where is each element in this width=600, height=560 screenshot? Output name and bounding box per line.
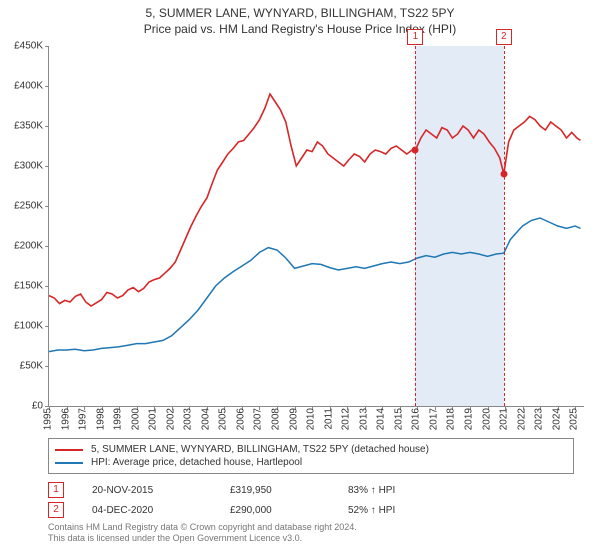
xtick-label: 2007 <box>253 408 264 430</box>
xtick-label: 2015 <box>393 408 404 430</box>
sale-marker-1: 1 <box>407 29 423 45</box>
ytick-mark <box>45 366 49 367</box>
legend-label: 5, SUMMER LANE, WYNYARD, BILLINGHAM, TS2… <box>91 444 429 455</box>
xtick-label: 2005 <box>218 408 229 430</box>
sale-row-marker: 2 <box>48 502 64 518</box>
xtick-label: 2010 <box>306 408 317 430</box>
figure: 5, SUMMER LANE, WYNYARD, BILLINGHAM, TS2… <box>0 0 600 560</box>
sale-marker-2: 2 <box>496 29 512 45</box>
xtick-label: 2013 <box>358 408 369 430</box>
footer-line-2: This data is licensed under the Open Gov… <box>48 533 357 544</box>
ytick-label: £300K <box>0 161 43 172</box>
sale-vline <box>415 46 416 406</box>
ytick-label: £50K <box>0 361 43 372</box>
ytick-mark <box>45 46 49 47</box>
series-hpi <box>49 218 581 352</box>
legend: 5, SUMMER LANE, WYNYARD, BILLINGHAM, TS2… <box>48 438 574 474</box>
xtick-label: 2001 <box>148 408 159 430</box>
xtick-label: 2018 <box>446 408 457 430</box>
footer: Contains HM Land Registry data © Crown c… <box>48 522 357 545</box>
sale-date: 04-DEC-2020 <box>92 505 202 516</box>
xtick-label: 2009 <box>288 408 299 430</box>
ytick-label: £100K <box>0 321 43 332</box>
xtick-label: 1995 <box>43 408 54 430</box>
ytick-mark <box>45 166 49 167</box>
sale-point <box>500 171 507 178</box>
xtick-label: 2008 <box>271 408 282 430</box>
legend-swatch <box>55 449 83 451</box>
sale-pct: 83% ↑ HPI <box>348 485 438 496</box>
sale-price: £290,000 <box>230 505 320 516</box>
sale-point <box>412 147 419 154</box>
legend-row: 5, SUMMER LANE, WYNYARD, BILLINGHAM, TS2… <box>55 443 567 456</box>
plot: 12 <box>48 46 584 407</box>
sale-row: 2 04-DEC-2020 £290,000 52% ↑ HPI <box>48 500 438 520</box>
xtick-label: 2016 <box>411 408 422 430</box>
ytick-label: £200K <box>0 241 43 252</box>
xtick-label: 2025 <box>569 408 580 430</box>
xtick-label: 2012 <box>341 408 352 430</box>
chart-area: 12 £0£50K£100K£150K£200K£250K£300K£350K£… <box>48 46 583 406</box>
xtick-label: 2023 <box>534 408 545 430</box>
footer-line-1: Contains HM Land Registry data © Crown c… <box>48 522 357 533</box>
xtick-label: 1997 <box>78 408 89 430</box>
chart-title: 5, SUMMER LANE, WYNYARD, BILLINGHAM, TS2… <box>0 0 600 20</box>
ytick-label: £400K <box>0 81 43 92</box>
ytick-label: £350K <box>0 121 43 132</box>
ytick-mark <box>45 246 49 247</box>
sale-pct: 52% ↑ HPI <box>348 505 438 516</box>
ytick-mark <box>45 326 49 327</box>
xtick-label: 2017 <box>428 408 439 430</box>
xtick-label: 2024 <box>551 408 562 430</box>
xtick-label: 1996 <box>60 408 71 430</box>
xtick-label: 1999 <box>113 408 124 430</box>
series-price_paid <box>49 94 581 306</box>
xtick-label: 2006 <box>235 408 246 430</box>
xtick-label: 2000 <box>130 408 141 430</box>
xtick-label: 2003 <box>183 408 194 430</box>
legend-label: HPI: Average price, detached house, Hart… <box>91 457 302 468</box>
ytick-mark <box>45 126 49 127</box>
sale-price: £319,950 <box>230 485 320 496</box>
ytick-label: £0 <box>0 401 43 412</box>
ytick-label: £150K <box>0 281 43 292</box>
legend-row: HPI: Average price, detached house, Hart… <box>55 456 567 469</box>
xtick-label: 2021 <box>499 408 510 430</box>
xtick-label: 2022 <box>516 408 527 430</box>
xtick-label: 2020 <box>481 408 492 430</box>
xtick-label: 1998 <box>95 408 106 430</box>
xtick-label: 2014 <box>376 408 387 430</box>
sales-table: 1 20-NOV-2015 £319,950 83% ↑ HPI 2 04-DEC-202… <box>48 480 438 520</box>
ytick-label: £450K <box>0 41 43 52</box>
ytick-mark <box>45 86 49 87</box>
xtick-label: 2004 <box>200 408 211 430</box>
ytick-mark <box>45 286 49 287</box>
sale-date: 20-NOV-2015 <box>92 485 202 496</box>
xtick-label: 2019 <box>463 408 474 430</box>
ytick-label: £250K <box>0 201 43 212</box>
sale-row: 1 20-NOV-2015 £319,950 83% ↑ HPI <box>48 480 438 500</box>
xtick-label: 2011 <box>323 408 334 430</box>
xtick-label: 2002 <box>165 408 176 430</box>
sale-vline <box>504 46 505 406</box>
sale-row-marker: 1 <box>48 482 64 498</box>
legend-swatch <box>55 462 83 464</box>
ytick-mark <box>45 206 49 207</box>
